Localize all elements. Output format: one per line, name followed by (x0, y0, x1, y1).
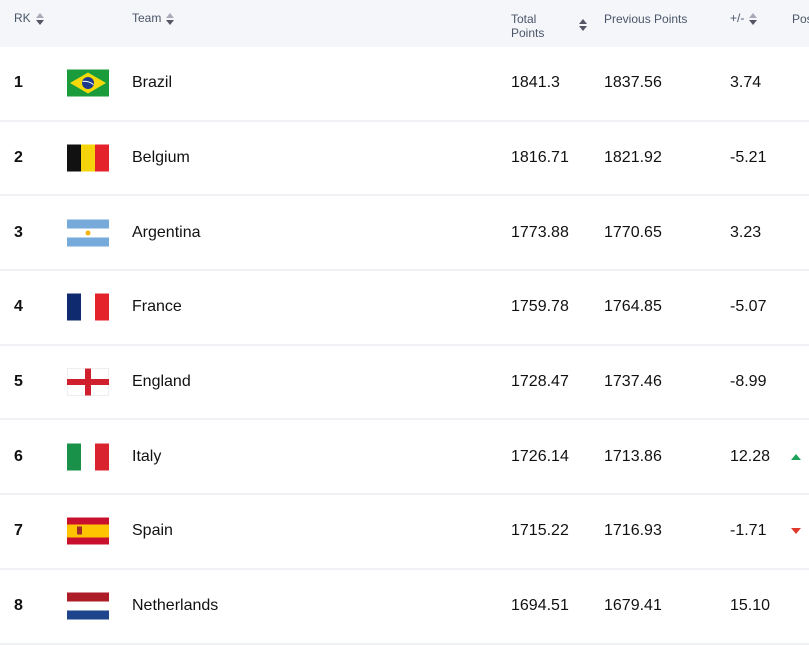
rankings-table: 1 Brazil 1841.3 1837.56 3.74 2 Belgium 18… (0, 47, 809, 645)
rank: 4 (14, 298, 23, 316)
table-row[interactable]: 4 France 1759.78 1764.85 -5.07 (0, 271, 809, 346)
table-row[interactable]: 8 Netherlands 1694.51 1679.41 15.10 (0, 569, 809, 645)
previous-points: 1679.41 (604, 597, 662, 615)
previous-points: 1764.85 (604, 298, 662, 316)
total-points: 1816.71 (511, 149, 569, 167)
previous-points: 1821.92 (604, 149, 662, 167)
team-name[interactable]: France (132, 298, 182, 316)
team-name[interactable]: England (132, 373, 191, 391)
points-diff: 12.28 (730, 447, 771, 465)
table-row[interactable]: 1 Brazil 1841.3 1837.56 3.74 (0, 47, 809, 122)
total-points: 1728.47 (511, 373, 569, 391)
total-points: 1773.88 (511, 223, 569, 241)
sort-icon[interactable] (579, 19, 587, 31)
points-diff: -5.21 (730, 149, 767, 167)
points-diff: 3.74 (730, 74, 762, 92)
previous-points: 1716.93 (604, 522, 662, 540)
rank: 3 (14, 223, 23, 241)
sort-team[interactable]: Team (132, 11, 175, 25)
trend-up-icon (791, 453, 801, 460)
total-points: 1759.78 (511, 298, 569, 316)
rank: 8 (14, 597, 23, 615)
rank: 7 (14, 522, 23, 540)
brazil-flag-icon (67, 69, 109, 97)
points-diff: 3.23 (730, 223, 762, 241)
team-name[interactable]: Belgium (132, 149, 190, 167)
france-flag-icon (67, 293, 109, 321)
previous-points: 1770.65 (604, 223, 662, 241)
table-header: RK Team Total Points Previous Points +/- … (0, 0, 809, 47)
points-diff: -5.07 (730, 298, 767, 316)
table-row[interactable]: 2 Belgium 1816.71 1821.92 -5.21 (0, 121, 809, 197)
points-diff: -8.99 (730, 373, 767, 391)
header-position: Pos (792, 12, 809, 26)
total-points: 1841.3 (511, 74, 560, 92)
england-flag-icon (67, 368, 109, 396)
team-name[interactable]: Argentina (132, 223, 201, 241)
rank: 1 (14, 74, 23, 92)
previous-points: 1713.86 (604, 447, 662, 465)
trend-down-icon (791, 528, 801, 535)
sort-total-points[interactable]: Total Points (511, 12, 545, 40)
team-name[interactable]: Brazil (132, 74, 173, 92)
argentina-flag-icon (67, 219, 109, 247)
team-name[interactable]: Netherlands (132, 597, 219, 615)
table-row[interactable]: 5 England 1728.47 1737.46 -8.99 (0, 345, 809, 421)
table-row[interactable]: 6 Italy 1726.14 1713.86 12.28 (0, 420, 809, 496)
sort-icon (35, 12, 44, 25)
total-points: 1726.14 (511, 447, 569, 465)
sort-icon (749, 12, 758, 25)
netherlands-flag-icon (67, 592, 109, 620)
sort-rank[interactable]: RK (14, 11, 44, 25)
header-previous-points: Previous Points (604, 12, 688, 26)
total-points: 1694.51 (511, 597, 569, 615)
total-points: 1715.22 (511, 522, 569, 540)
italy-flag-icon (67, 443, 109, 471)
rank: 2 (14, 149, 23, 167)
points-diff: 15.10 (730, 597, 771, 615)
points-diff: -1.71 (730, 522, 767, 540)
team-name[interactable]: Italy (132, 447, 162, 465)
table-row[interactable]: 7 Spain 1715.22 1716.93 -1.71 (0, 495, 809, 570)
belgium-flag-icon (67, 144, 109, 172)
rank: 5 (14, 373, 23, 391)
rank: 6 (14, 447, 23, 465)
sort-diff[interactable]: +/- (730, 11, 758, 25)
spain-flag-icon (67, 517, 109, 545)
table-row[interactable]: 3 Argentina 1773.88 1770.65 3.23 (0, 196, 809, 272)
sort-icon (166, 12, 175, 25)
previous-points: 1737.46 (604, 373, 662, 391)
team-name[interactable]: Spain (132, 522, 173, 540)
previous-points: 1837.56 (604, 74, 662, 92)
